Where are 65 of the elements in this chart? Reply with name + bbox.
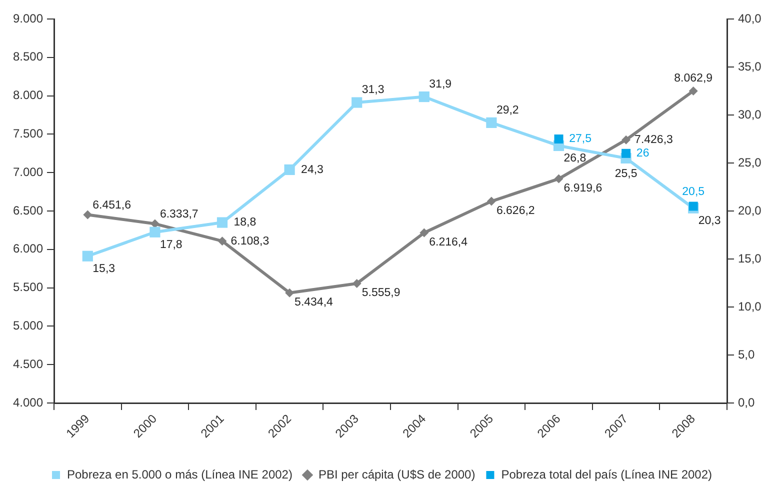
- point: [352, 97, 362, 108]
- y2-tick-label: 30,0: [738, 107, 762, 122]
- legend-label: Pobreza total del país (Línea INE 2002): [501, 467, 712, 482]
- y2-tick-label: 10,0: [738, 299, 762, 314]
- y2-tick-label: 5,0: [738, 347, 756, 362]
- point: [486, 196, 496, 206]
- point: [218, 236, 227, 246]
- y-tick-label: 7.500: [12, 126, 44, 141]
- data-label: 7.426,3: [634, 134, 673, 146]
- point: [150, 226, 160, 238]
- point: [688, 202, 698, 211]
- point: [554, 174, 564, 184]
- data-label: 18,8: [234, 216, 256, 229]
- data-label: 24,3: [301, 164, 324, 176]
- point: [554, 134, 564, 144]
- data-label: 20,5: [682, 186, 705, 198]
- legend-label: PBI per cápita (U$S de 2000): [318, 467, 476, 482]
- point: [486, 117, 497, 128]
- data-label: 6.919,6: [564, 182, 602, 194]
- data-label: 6.108,3: [230, 235, 270, 248]
- y-tick-label: 9.000: [12, 11, 44, 26]
- data-label: 20,3: [698, 214, 721, 227]
- data-label: 15,3: [92, 262, 116, 275]
- y2-tick-label: 25,0: [738, 155, 762, 170]
- point: [285, 288, 294, 298]
- data-label: 25,5: [614, 168, 638, 180]
- point: [83, 210, 92, 220]
- y2-tick-label: 0,0: [738, 395, 756, 410]
- y2-tick-label: 40,0: [738, 11, 762, 26]
- data-label: 31,3: [362, 84, 384, 96]
- point: [688, 86, 698, 96]
- data-label: 6.626,2: [496, 204, 535, 217]
- data-label: 6.333,7: [160, 208, 198, 220]
- y-tick-label: 4.500: [12, 356, 44, 371]
- y-tick-label: 6.500: [12, 203, 44, 218]
- point: [284, 164, 295, 176]
- data-label: 26: [636, 148, 650, 160]
- y2-tick-label: 35,0: [738, 59, 762, 74]
- y-tick-label: 5.000: [12, 318, 44, 333]
- data-label: 5.434,4: [294, 296, 334, 309]
- y-tick-label: 4.000: [12, 395, 44, 410]
- point: [418, 91, 430, 102]
- y2-tick-label: 20,0: [738, 203, 762, 218]
- point: [216, 217, 228, 228]
- y-tick-label: 8.500: [12, 50, 44, 64]
- data-label: 6.451,6: [92, 199, 132, 212]
- data-label: 31,9: [429, 78, 452, 90]
- y-tick-label: 7.000: [12, 164, 44, 179]
- data-label: 17,8: [160, 238, 182, 251]
- y-tick-label: 8.000: [12, 88, 44, 102]
- point: [352, 279, 362, 288]
- data-label: 27,5: [569, 133, 592, 146]
- data-label: 8.062,9: [674, 72, 713, 85]
- y-tick-label: 5.500: [12, 280, 44, 294]
- data-label: 29,2: [496, 104, 519, 116]
- data-label: 6.216,4: [429, 236, 468, 248]
- data-label: 26,8: [564, 152, 586, 164]
- y2-tick-label: 15,0: [738, 251, 762, 266]
- point: [622, 148, 631, 158]
- legend-label: Pobreza en 5.000 o más (Línea INE 2002): [66, 467, 292, 482]
- y-tick-label: 6.000: [12, 242, 44, 256]
- point: [420, 228, 429, 238]
- point: [622, 135, 631, 144]
- point: [82, 250, 93, 262]
- data-label: 5.555,9: [362, 287, 400, 300]
